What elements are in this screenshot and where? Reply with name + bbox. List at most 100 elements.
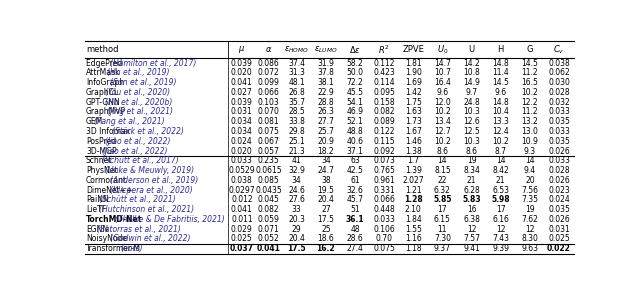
Text: 9.4: 9.4 <box>524 166 536 175</box>
Text: 0.062: 0.062 <box>548 68 570 77</box>
Text: 0.085: 0.085 <box>258 176 280 185</box>
Text: 1.81: 1.81 <box>405 59 422 68</box>
Text: 11.2: 11.2 <box>522 68 538 77</box>
Text: method: method <box>86 45 118 54</box>
Text: 6.28: 6.28 <box>463 186 480 195</box>
Text: 48.1: 48.1 <box>289 78 305 87</box>
Text: 0.114: 0.114 <box>373 78 395 87</box>
Text: 6.15: 6.15 <box>434 215 451 224</box>
Text: 1.90: 1.90 <box>405 68 422 77</box>
Text: 34: 34 <box>321 156 331 165</box>
Text: 19.5: 19.5 <box>317 186 334 195</box>
Text: 25.1: 25.1 <box>289 137 305 146</box>
Text: 12: 12 <box>496 225 506 234</box>
Text: 0.082: 0.082 <box>258 205 280 214</box>
Text: ZPVE: ZPVE <box>403 45 424 54</box>
Text: 21: 21 <box>496 176 506 185</box>
Text: 12.4: 12.4 <box>492 127 509 136</box>
Text: 7.43: 7.43 <box>492 235 509 244</box>
Text: 7.56: 7.56 <box>522 186 538 195</box>
Text: 16.4: 16.4 <box>434 78 451 87</box>
Text: 9.6: 9.6 <box>495 88 507 97</box>
Text: 24.6: 24.6 <box>288 186 305 195</box>
Text: 1.69: 1.69 <box>405 78 422 87</box>
Text: 26.3: 26.3 <box>317 108 334 117</box>
Text: 1.55: 1.55 <box>405 225 422 234</box>
Text: 14.9: 14.9 <box>463 78 480 87</box>
Text: 1.67: 1.67 <box>405 127 422 136</box>
Text: Cormorant: Cormorant <box>86 176 127 185</box>
Text: 10.9: 10.9 <box>522 137 538 146</box>
Text: EGNN: EGNN <box>86 225 108 234</box>
Text: 0.024: 0.024 <box>548 195 570 204</box>
Text: 6.16: 6.16 <box>492 215 509 224</box>
Text: 14.8: 14.8 <box>492 59 509 68</box>
Text: 31.9: 31.9 <box>317 59 334 68</box>
Text: (Hu et al., 2019): (Hu et al., 2019) <box>107 68 170 77</box>
Text: 0.039: 0.039 <box>231 59 253 68</box>
Text: 0.045: 0.045 <box>258 195 280 204</box>
Text: 61: 61 <box>350 176 360 185</box>
Text: 10.4: 10.4 <box>492 108 509 117</box>
Text: 11: 11 <box>438 225 447 234</box>
Text: EdgePred: EdgePred <box>86 59 125 68</box>
Text: 1.63: 1.63 <box>405 108 422 117</box>
Text: 2.027: 2.027 <box>403 176 424 185</box>
Text: G: G <box>527 45 533 54</box>
Text: 9.3: 9.3 <box>524 146 536 155</box>
Text: 10.3: 10.3 <box>463 108 480 117</box>
Text: 8.6: 8.6 <box>465 146 477 155</box>
Text: 26.8: 26.8 <box>289 88 305 97</box>
Text: (Hu et al., 2020b): (Hu et al., 2020b) <box>104 98 172 107</box>
Text: 12: 12 <box>467 225 476 234</box>
Text: 3D Infomax: 3D Infomax <box>86 127 130 136</box>
Text: 12.2: 12.2 <box>522 98 538 107</box>
Text: 0.034: 0.034 <box>231 127 253 136</box>
Text: 18.2: 18.2 <box>317 146 334 155</box>
Text: NoisyNode: NoisyNode <box>86 235 127 244</box>
Text: 0.052: 0.052 <box>258 235 280 244</box>
Text: 0.029: 0.029 <box>231 225 253 234</box>
Text: 45.5: 45.5 <box>346 88 364 97</box>
Text: 36.1: 36.1 <box>346 215 364 224</box>
Text: 0.025: 0.025 <box>231 235 253 244</box>
Text: (You et al., 2020): (You et al., 2020) <box>104 88 170 97</box>
Text: 13.0: 13.0 <box>522 127 538 136</box>
Text: 45.7: 45.7 <box>346 195 364 204</box>
Text: 1.28: 1.28 <box>404 195 422 204</box>
Text: (Godwin et al., 2022): (Godwin et al., 2022) <box>109 235 190 244</box>
Text: 0.0615: 0.0615 <box>255 166 282 175</box>
Text: 1.7: 1.7 <box>407 156 419 165</box>
Text: (Hutchinson et al., 2021): (Hutchinson et al., 2021) <box>99 205 195 214</box>
Text: 0.023: 0.023 <box>548 186 570 195</box>
Text: 32.9: 32.9 <box>288 166 305 175</box>
Text: 1.75: 1.75 <box>405 98 422 107</box>
Text: 2.10: 2.10 <box>405 205 422 214</box>
Text: 20.3: 20.3 <box>288 215 305 224</box>
Text: 0.235: 0.235 <box>258 156 280 165</box>
Text: 10.2: 10.2 <box>492 137 509 146</box>
Text: 17.5: 17.5 <box>317 215 334 224</box>
Text: PaiNN: PaiNN <box>86 195 109 204</box>
Text: 9.37: 9.37 <box>434 244 451 253</box>
Text: 12.7: 12.7 <box>434 127 451 136</box>
Text: $\epsilon_{HOMO}$: $\epsilon_{HOMO}$ <box>284 45 309 55</box>
Text: 0.423: 0.423 <box>373 68 395 77</box>
Text: 7.57: 7.57 <box>463 235 480 244</box>
Text: 1.18: 1.18 <box>405 244 422 253</box>
Text: PhysNet: PhysNet <box>86 166 118 175</box>
Text: 20.9: 20.9 <box>317 137 334 146</box>
Text: 48.8: 48.8 <box>347 127 364 136</box>
Text: 32.6: 32.6 <box>347 186 364 195</box>
Text: 8.42: 8.42 <box>492 166 509 175</box>
Text: 0.035: 0.035 <box>548 117 570 126</box>
Text: 24.8: 24.8 <box>463 98 480 107</box>
Text: 29.8: 29.8 <box>289 127 305 136</box>
Text: $C_v$: $C_v$ <box>553 44 564 56</box>
Text: 0.039: 0.039 <box>231 98 253 107</box>
Text: 20.4: 20.4 <box>317 195 334 204</box>
Text: 0.028: 0.028 <box>548 166 570 175</box>
Text: GPT-GNN: GPT-GNN <box>86 98 121 107</box>
Text: 0.035: 0.035 <box>548 137 570 146</box>
Text: 1.39: 1.39 <box>405 166 422 175</box>
